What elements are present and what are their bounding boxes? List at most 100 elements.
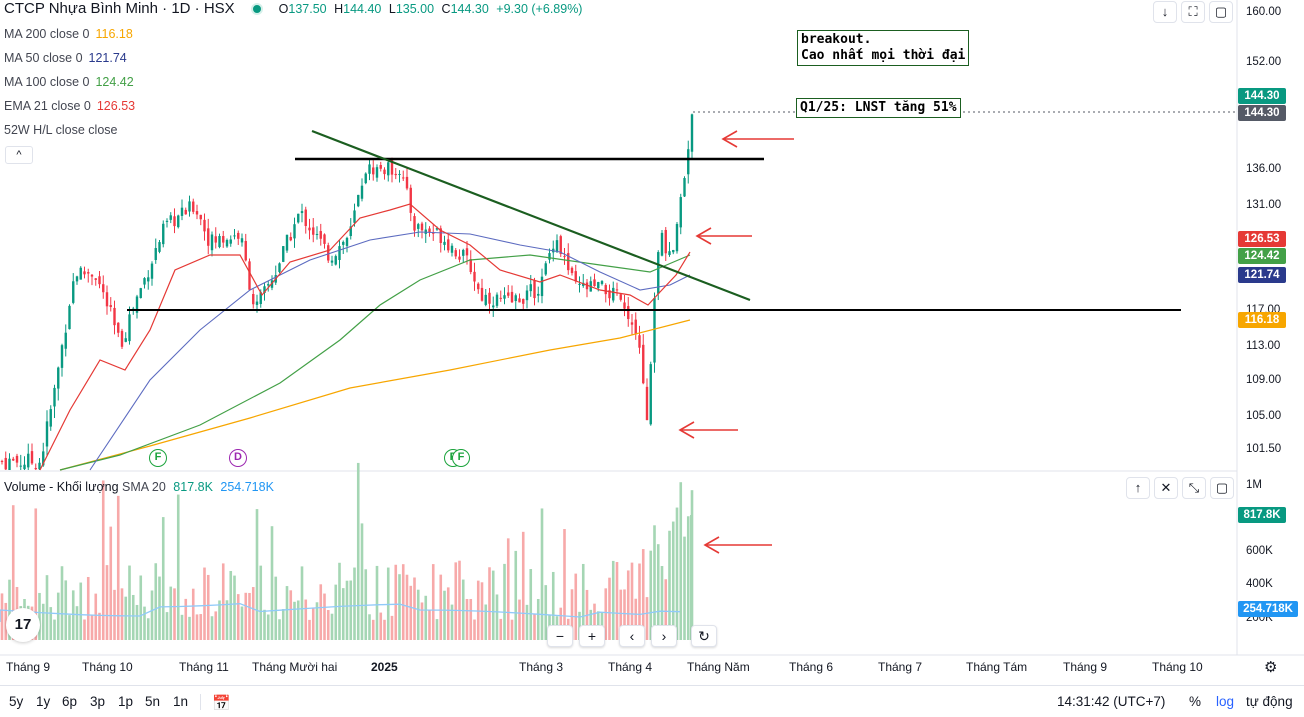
range-5n-button[interactable]: 5n xyxy=(145,694,161,709)
financial-event-marker[interactable]: F xyxy=(452,449,470,467)
clock[interactable]: 14:31:42 (UTC+7) xyxy=(1057,694,1166,709)
indicator-ma50[interactable]: MA 50 close 0 121.74 xyxy=(4,51,127,65)
scroll-right-button[interactable]: › xyxy=(651,625,677,647)
scroll-left-button[interactable]: ‹ xyxy=(619,625,645,647)
ma200-line xyxy=(59,319,691,471)
financial-event-marker[interactable]: F xyxy=(149,449,167,467)
price-tick: 160.00 xyxy=(1246,6,1282,18)
arrow-down-button[interactable]: ↓ xyxy=(1153,1,1177,23)
candle-body xyxy=(548,253,551,260)
time-label: Tháng 10 xyxy=(82,660,133,674)
candle-body xyxy=(679,197,682,228)
breakout-annotation[interactable]: breakout. Cao nhất mọi thời đại xyxy=(797,30,970,66)
move-up-button[interactable]: ↑ xyxy=(1126,477,1150,499)
candle-body xyxy=(357,194,360,207)
fullscreen-icon: ⛶ xyxy=(1188,4,1198,19)
fullscreen-button[interactable]: ⛶ xyxy=(1181,1,1205,23)
time-label: Tháng 4 xyxy=(608,660,653,674)
volume-bar xyxy=(439,574,443,640)
minus-icon: − xyxy=(555,628,565,644)
reset-chart-button[interactable]: ↻ xyxy=(691,625,717,647)
indicator-ema21[interactable]: EMA 21 close 0 126.53 xyxy=(4,99,136,113)
candle-body xyxy=(248,261,251,290)
candle-body xyxy=(192,201,195,212)
maximize-button[interactable]: ▢ xyxy=(1209,1,1233,23)
range-1n-button[interactable]: 1n xyxy=(173,694,189,709)
candle-body xyxy=(447,239,450,251)
volume-sma-line xyxy=(0,603,681,622)
volume-bar xyxy=(214,611,218,640)
candle-body xyxy=(4,457,7,470)
candle-body xyxy=(499,297,502,299)
collapse-pane-button[interactable]: ⤡ xyxy=(1182,477,1206,499)
range-3p-button[interactable]: 3p xyxy=(90,694,106,709)
candle-body xyxy=(297,213,300,223)
volume-bar xyxy=(619,589,623,640)
volume-bar xyxy=(356,462,360,640)
range-6p-button[interactable]: 6p xyxy=(62,694,78,709)
volume-bar xyxy=(368,614,371,640)
candle-body xyxy=(267,284,270,286)
candle-body xyxy=(563,256,566,258)
fullscreen-icon: ▢ xyxy=(1215,480,1229,495)
volume-bar xyxy=(64,580,68,640)
range-1y-button[interactable]: 1y xyxy=(36,694,51,709)
candle-body xyxy=(484,294,487,305)
chevron-right-icon: › xyxy=(661,628,667,644)
collapse-legend-button[interactable]: ^ xyxy=(5,146,33,164)
q1-annotation[interactable]: Q1/25: LNST tăng 51% xyxy=(796,98,961,118)
candle-body xyxy=(537,293,540,296)
volume-bar xyxy=(244,592,248,640)
candle-body xyxy=(285,234,289,251)
auto-toggle[interactable]: tự động xyxy=(1246,694,1293,709)
candle-body xyxy=(323,234,326,244)
candle-body xyxy=(162,223,165,245)
volume-legend[interactable]: Volume - Khối lượng SMA 20 817.8K 254.71… xyxy=(4,480,274,494)
zoom-in-button[interactable]: + xyxy=(579,625,605,647)
candle-body xyxy=(64,332,67,349)
candle-body xyxy=(150,263,154,279)
gear-icon[interactable]: ⚙ xyxy=(1264,659,1278,676)
candle-body xyxy=(98,276,101,285)
candle-body xyxy=(23,464,26,470)
candle-body xyxy=(649,364,652,425)
calendar-icon[interactable]: 📅 xyxy=(212,695,231,712)
percent-toggle[interactable]: % xyxy=(1189,694,1202,709)
candle-body xyxy=(210,234,214,251)
volume-bar xyxy=(105,565,109,640)
volume-bar xyxy=(334,584,338,640)
range-1p-button[interactable]: 1p xyxy=(118,694,134,709)
candle-body xyxy=(300,211,304,214)
volume-bar xyxy=(630,562,634,640)
volume-bar xyxy=(296,600,300,640)
time-label: Tháng 3 xyxy=(519,660,564,674)
time-label: Tháng 9 xyxy=(6,660,51,674)
range-5y-button[interactable]: 5y xyxy=(9,694,24,709)
indicator-ma200[interactable]: MA 200 close 0 116.18 xyxy=(4,27,133,41)
zoom-out-button[interactable]: − xyxy=(547,625,573,647)
maximize-icon: ▢ xyxy=(1214,4,1228,19)
indicator-ma100[interactable]: MA 100 close 0 124.42 xyxy=(4,75,134,89)
time-label: Tháng Tám xyxy=(966,660,1028,674)
candle-body xyxy=(143,278,146,285)
symbol-title[interactable]: CTCP Nhựa Bình Minh · 1D · HSX xyxy=(4,0,235,17)
volume-bar xyxy=(300,566,304,640)
candle-body xyxy=(109,305,112,307)
volume-bar xyxy=(510,619,514,640)
pane-fullscreen-button[interactable]: ▢ xyxy=(1210,477,1234,499)
volume-bar xyxy=(345,580,349,640)
dividend-event-marker[interactable]: D xyxy=(229,449,247,467)
price-tick: 105.00 xyxy=(1246,410,1282,422)
volume-bar xyxy=(240,606,244,640)
volume-bar xyxy=(405,574,409,640)
volume-bar xyxy=(375,565,379,640)
volume-bar xyxy=(270,526,274,640)
volume-bar xyxy=(656,544,660,640)
indicator-52w[interactable]: 52W H/L close close xyxy=(4,123,118,137)
log-toggle[interactable]: log xyxy=(1216,694,1235,709)
candle-body xyxy=(225,239,229,247)
remove-button[interactable]: ✕ xyxy=(1154,477,1178,499)
tradingview-logo[interactable]: 17 xyxy=(6,608,40,642)
candle-body xyxy=(330,260,334,263)
